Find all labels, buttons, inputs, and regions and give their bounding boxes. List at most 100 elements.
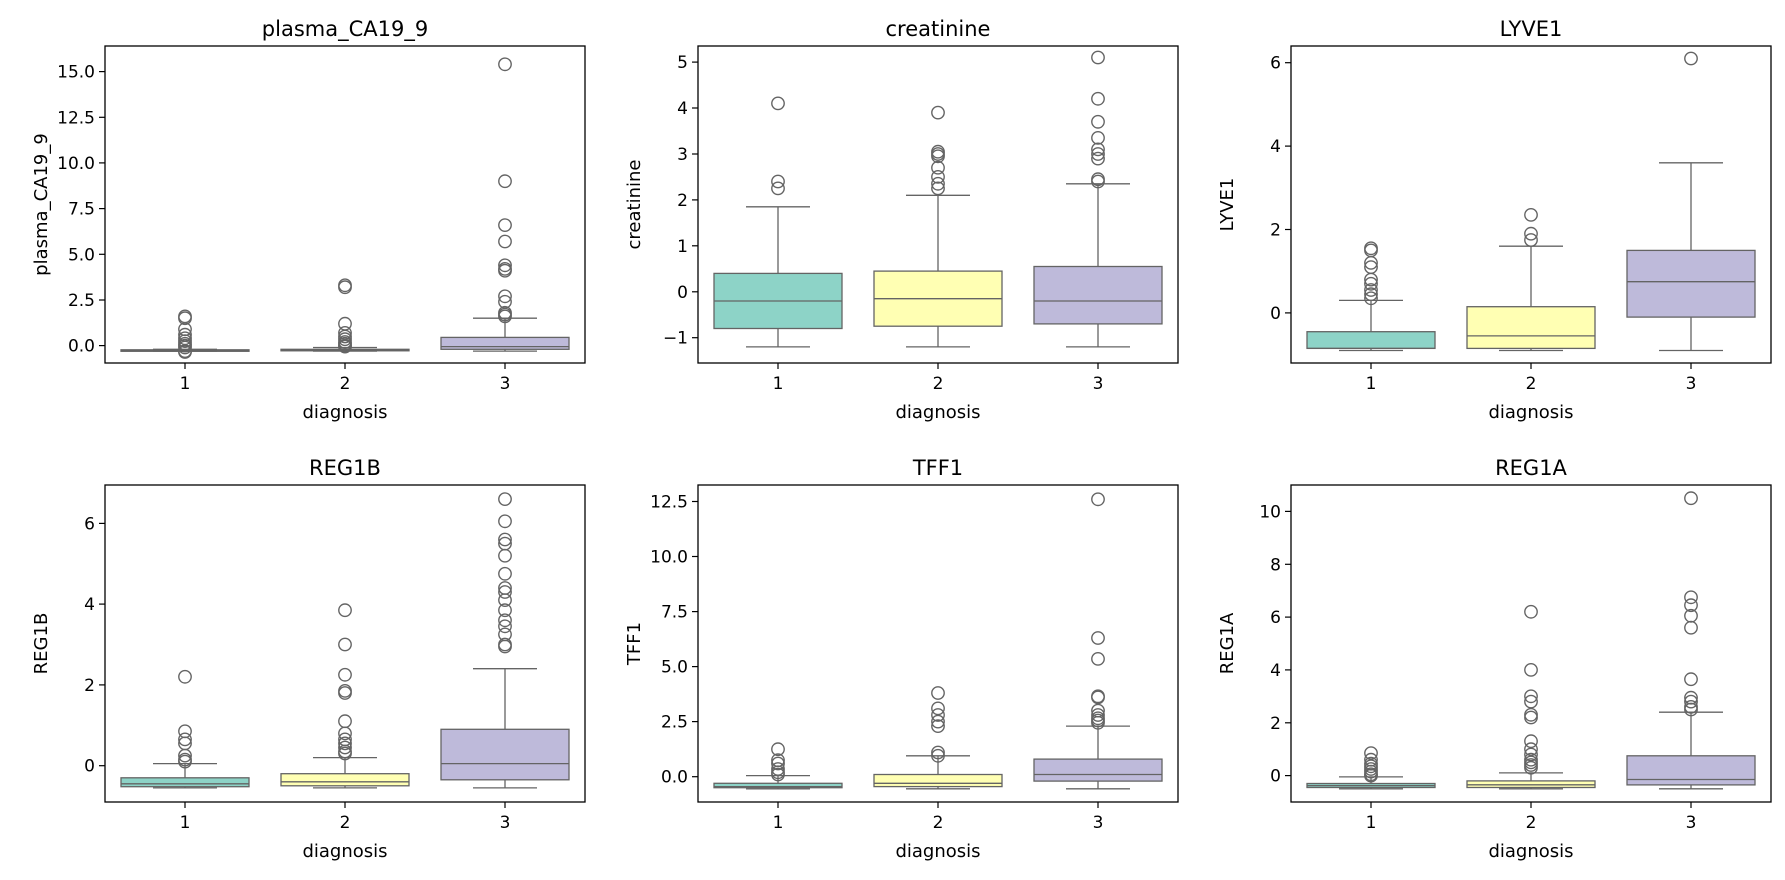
y-tick-label: 10.0 — [650, 548, 688, 568]
y-tick-label: 5.0 — [661, 658, 688, 678]
outlier-point — [498, 174, 512, 189]
box — [280, 773, 410, 787]
box-group-1 — [713, 742, 843, 790]
box-group-2 — [1466, 604, 1596, 790]
box-group-1 — [713, 96, 843, 348]
outlier-point — [498, 289, 512, 304]
outlier-point — [931, 745, 945, 760]
x-tick-label: 3 — [1093, 813, 1104, 833]
outlier-point — [1684, 491, 1698, 506]
y-tick-label: 5.0 — [68, 245, 95, 265]
outlier-point — [1091, 690, 1105, 705]
outlier-point — [1364, 283, 1378, 297]
box-group-3 — [440, 492, 570, 789]
box — [1033, 265, 1163, 325]
y-tick-label: 1 — [677, 237, 688, 257]
x-axis-label: diagnosis — [302, 841, 387, 862]
outlier-point — [931, 748, 945, 763]
y-tick-label: 6 — [84, 514, 95, 534]
subplot-title: REG1B — [309, 456, 381, 480]
outlier-point — [498, 514, 512, 529]
outlier-point — [1364, 272, 1378, 287]
outlier-point — [1524, 694, 1538, 709]
y-tick-label: 4 — [1270, 661, 1281, 681]
box — [1466, 306, 1596, 350]
subplot: LYVE1 0 2 4 6 1 2 3 diagnosis LYVE1 — [1217, 17, 1772, 423]
box-group-3 — [1626, 491, 1756, 790]
outlier-point — [931, 176, 945, 191]
subplot: plasma_CA19_9 0.0 2.5 5.0 7.5 10.0 12.5 15.0 1 2 3… — [31, 17, 586, 423]
box — [713, 782, 843, 789]
outlier-point — [1684, 620, 1698, 635]
outlier-point — [498, 532, 512, 547]
outlier-point — [771, 96, 785, 111]
outlier-point — [931, 708, 945, 722]
outlier-point — [1524, 742, 1538, 757]
subplot-title: REG1A — [1495, 456, 1567, 480]
outlier-point — [1091, 91, 1105, 106]
outlier-point — [338, 637, 352, 652]
outlier-point — [1091, 151, 1105, 166]
box-group-1 — [1306, 746, 1436, 790]
outlier-point — [1091, 715, 1105, 730]
outlier-point — [498, 639, 512, 654]
outlier-point — [338, 740, 352, 755]
plot-frame — [104, 45, 586, 364]
box — [1626, 249, 1756, 318]
x-tick-label: 2 — [340, 813, 351, 833]
y-tick-label: 6 — [1270, 608, 1281, 628]
y-tick-label: 2 — [1270, 714, 1281, 734]
y-tick-label: 4 — [1270, 137, 1281, 157]
outlier-point — [178, 748, 192, 763]
box — [873, 773, 1003, 788]
x-tick-label: 2 — [1526, 374, 1537, 394]
x-tick-label: 3 — [1686, 813, 1697, 833]
box-group-2 — [873, 686, 1003, 790]
outlier-point — [1524, 233, 1538, 247]
y-tick-label: 0 — [84, 757, 95, 777]
y-tick-label: 10.0 — [57, 154, 95, 174]
outlier-point — [771, 756, 785, 771]
outlier-point — [338, 686, 352, 700]
box-group-3 — [1033, 492, 1163, 790]
outlier-point — [1091, 689, 1105, 704]
outlier-point — [498, 492, 512, 506]
outlier-point — [931, 181, 945, 196]
outlier-point — [338, 726, 352, 741]
y-tick-label: 7.5 — [661, 603, 688, 623]
outlier-point — [178, 669, 192, 684]
box — [120, 777, 250, 788]
outlier-point — [1524, 734, 1538, 749]
outlier-point — [1684, 51, 1698, 66]
outlier-point — [931, 160, 945, 175]
outlier-point — [771, 742, 785, 757]
outlier-point — [1091, 130, 1105, 145]
y-tick-label: 2.5 — [68, 291, 95, 311]
y-tick-label: 2 — [84, 676, 95, 696]
plot-frame — [104, 484, 586, 803]
outlier-point — [931, 714, 945, 729]
y-tick-label: 6 — [1270, 54, 1281, 74]
outlier-point — [338, 714, 352, 729]
outlier-point — [931, 149, 945, 164]
outlier-point — [178, 340, 192, 355]
subplot-title: creatinine — [886, 17, 991, 41]
box — [440, 336, 570, 350]
y-tick-label: 15.0 — [57, 63, 95, 83]
y-tick-label: −1 — [663, 329, 688, 349]
box-group-3 — [440, 57, 570, 352]
outlier-point — [1684, 702, 1698, 717]
outlier-point — [178, 732, 192, 747]
box — [1306, 331, 1436, 350]
y-tick-label: 10 — [1259, 502, 1281, 522]
outlier-point — [1091, 631, 1105, 645]
box-group-2 — [1466, 207, 1596, 352]
y-tick-label: 0 — [1270, 304, 1281, 324]
box-group-2 — [280, 603, 410, 789]
y-tick-label: 7.5 — [68, 200, 95, 220]
outlier-point — [771, 181, 785, 196]
outlier-point — [498, 593, 512, 607]
outlier-point — [498, 309, 512, 324]
